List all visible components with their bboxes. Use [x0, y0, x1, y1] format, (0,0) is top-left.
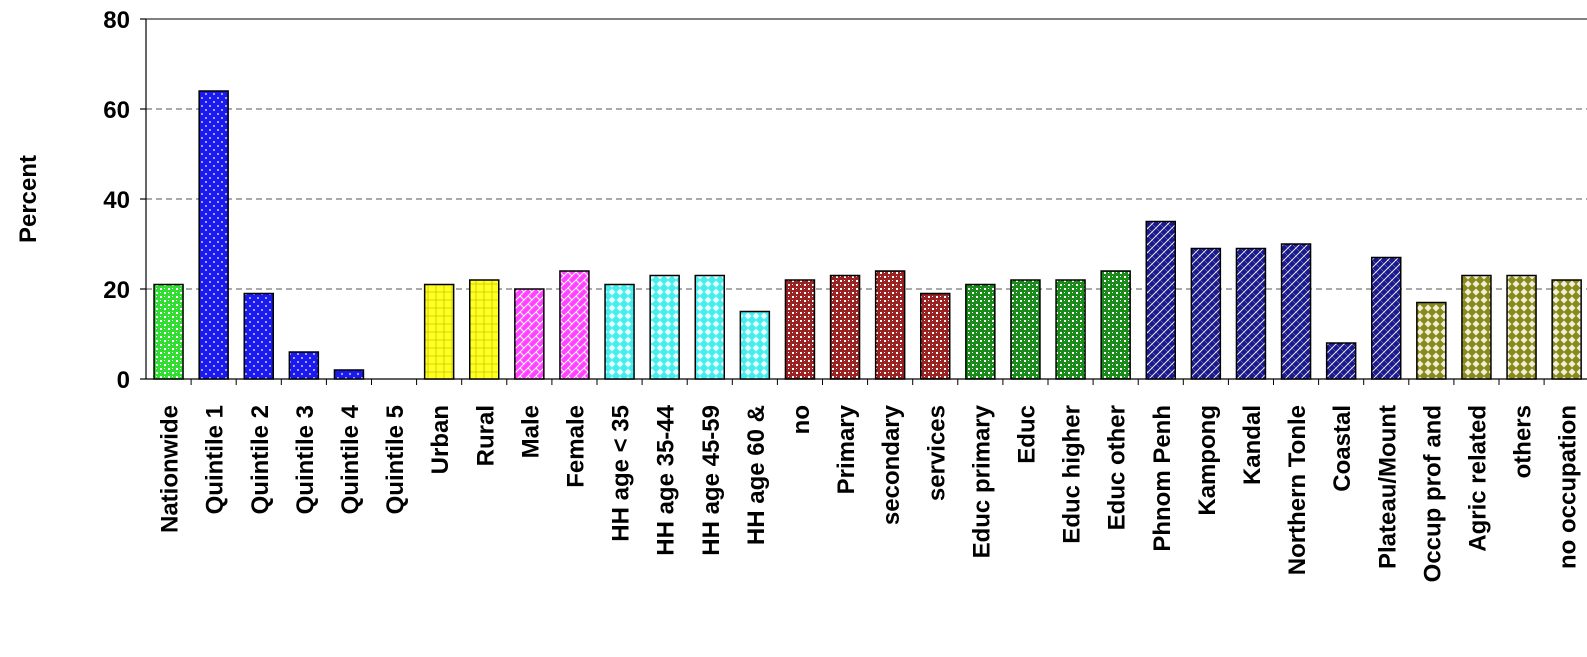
- x-tick-label-6: Urban: [427, 405, 454, 474]
- bar-15: [829, 274, 861, 380]
- bar-8: [514, 288, 545, 380]
- x-tick-label-24: Kandal: [1239, 405, 1266, 485]
- x-tick-label-9: Female: [562, 405, 589, 488]
- x-tick-label-10: HH age < 35: [608, 405, 635, 542]
- bar-26: [1325, 342, 1357, 380]
- bar-18: [965, 283, 996, 380]
- x-tick-label-26: Coastal: [1329, 405, 1356, 492]
- x-tick-labels: Nationwide Quintile 1 Quintile 2 Quintile 3…: [157, 404, 1582, 582]
- x-tick-label-29: Agric related: [1464, 405, 1491, 552]
- bar-7: [469, 279, 500, 380]
- bar-11: [649, 274, 680, 380]
- bar-4: [333, 369, 365, 380]
- bar-17: [920, 292, 951, 380]
- bar-0: [153, 283, 184, 380]
- y-tick-label-80: 80: [103, 7, 130, 34]
- bar-20: [1055, 279, 1086, 380]
- bar-27: [1371, 256, 1402, 380]
- y-tick-label-40: 40: [103, 187, 130, 214]
- bar-31: [1551, 279, 1582, 380]
- bar-6: [423, 283, 455, 380]
- bar-14: [784, 279, 816, 380]
- bar-30: [1506, 274, 1537, 380]
- x-tick-label-19: Educ: [1013, 405, 1040, 464]
- x-tick-label-21: Educ other: [1104, 405, 1131, 530]
- bars: [153, 90, 1582, 380]
- x-tick-label-22: Phnom Penh: [1149, 405, 1176, 552]
- x-tick-label-13: HH age 60 &: [743, 405, 770, 545]
- bar-16: [874, 270, 906, 380]
- bar-1: [198, 90, 229, 380]
- x-tick-label-4: Quintile 4: [337, 404, 364, 514]
- bar-10: [604, 283, 635, 380]
- x-tick-label-3: Quintile 3: [292, 405, 319, 514]
- y-tick-label-0: 0: [117, 367, 130, 394]
- x-tick-label-1: Quintile 1: [202, 405, 229, 514]
- bar-9: [559, 270, 590, 380]
- x-tick-label-15: Primary: [833, 404, 860, 494]
- x-tick-label-5: Quintile 5: [382, 405, 409, 514]
- x-tick-label-25: Northern Tonle: [1284, 405, 1311, 575]
- x-tick-label-0: Nationwide: [157, 405, 184, 533]
- grid-lines: [146, 18, 1587, 290]
- bar-12: [694, 274, 725, 380]
- x-tick-label-7: Rural: [472, 405, 499, 466]
- x-tick-label-8: Male: [517, 405, 544, 458]
- x-tick-label-31: no occupation: [1555, 405, 1582, 569]
- bar-24: [1235, 247, 1267, 380]
- bar-22: [1145, 220, 1176, 380]
- y-tick-label-60: 60: [103, 97, 130, 124]
- x-tick-label-16: secondary: [878, 404, 905, 525]
- bar-28: [1416, 301, 1447, 380]
- x-tick-label-30: others: [1510, 405, 1537, 478]
- x-tick-label-2: Quintile 2: [247, 405, 274, 514]
- x-tick-label-11: HH age 35-44: [653, 404, 680, 555]
- axes: [140, 18, 1587, 385]
- x-tick-label-28: Occup prof and: [1419, 405, 1446, 582]
- x-tick-label-18: Educ primary: [968, 404, 995, 558]
- x-tick-label-12: HH age 45-59: [698, 405, 725, 556]
- bar-25: [1280, 243, 1312, 380]
- x-tick-label-27: Plateau/Mount: [1374, 405, 1401, 569]
- x-tick-label-14: no: [788, 405, 815, 434]
- x-tick-label-20: Educ higher: [1059, 405, 1086, 544]
- y-tick-label-20: 20: [103, 277, 130, 304]
- bar-13: [739, 310, 771, 380]
- bar-3: [288, 351, 320, 380]
- y-axis-label: Percent: [15, 155, 42, 243]
- x-tick-label-23: Kampong: [1194, 405, 1221, 516]
- bar-19: [1010, 279, 1041, 380]
- y-tick-labels: 0 20 40 60 80: [103, 7, 130, 394]
- bar-21: [1100, 270, 1131, 380]
- bar-29: [1461, 274, 1492, 380]
- bar-23: [1190, 247, 1222, 380]
- x-tick-label-17: services: [923, 405, 950, 501]
- bar-2: [243, 292, 274, 380]
